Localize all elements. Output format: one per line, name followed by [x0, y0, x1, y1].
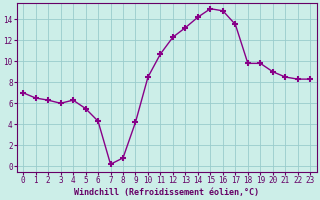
X-axis label: Windchill (Refroidissement éolien,°C): Windchill (Refroidissement éolien,°C): [74, 188, 259, 197]
